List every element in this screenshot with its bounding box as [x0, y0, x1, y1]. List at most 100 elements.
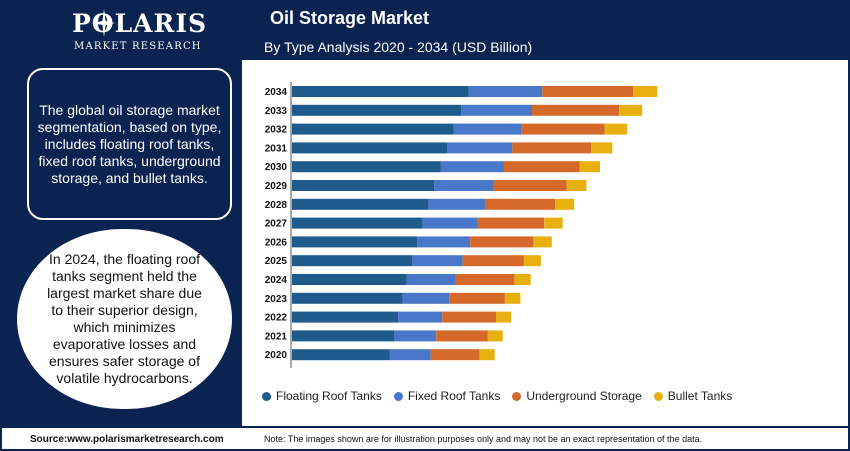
bar-segment	[461, 104, 532, 116]
disclaimer-note: Note: The images shown are for illustrat…	[264, 434, 703, 444]
bar-segment	[292, 274, 407, 285]
bar-segment	[485, 198, 556, 210]
bar-segment	[430, 349, 480, 361]
legend-label: Fixed Roof Tanks	[407, 389, 501, 403]
bar-segment	[566, 180, 587, 191]
legend-item: Fixed Roof Tanks	[393, 389, 501, 403]
bar-segment	[292, 180, 435, 191]
bar-segment	[436, 330, 488, 342]
bar-segment	[292, 292, 403, 304]
bar-segment	[292, 349, 390, 361]
bar-segment	[292, 86, 469, 97]
bar-segment	[292, 104, 462, 116]
bar-segment	[292, 255, 413, 267]
legend-swatch	[512, 391, 522, 401]
bar-segment	[512, 142, 592, 154]
legend-item: Floating Roof Tanks	[262, 389, 382, 403]
legend-label: Bullet Tanks	[667, 389, 733, 403]
segmentation-info-box: The global oil storage market segmentati…	[27, 68, 232, 220]
y-tick-label: 2034	[265, 87, 288, 98]
y-tick-label: 2020	[265, 350, 288, 361]
legend-label: Underground Storage	[526, 389, 642, 403]
bar-segment	[487, 330, 503, 342]
star-icon	[93, 9, 115, 37]
y-tick-label: 2028	[265, 200, 288, 211]
bar-segment	[402, 292, 449, 304]
y-tick-label: 2021	[265, 331, 288, 342]
bar-segment	[555, 198, 575, 210]
bar-segment	[494, 180, 567, 191]
bar-segment	[292, 330, 394, 342]
legend-item: Bullet Tanks	[653, 389, 733, 403]
bar-segment	[406, 274, 456, 285]
footer-bar: Source:www.polarismarketresearch.com Not…	[2, 426, 848, 449]
legend-swatch	[393, 391, 403, 401]
y-tick-label: 2027	[265, 219, 288, 230]
bar-segment	[442, 311, 496, 323]
bar-segment	[544, 217, 563, 229]
bar-segment	[389, 349, 431, 361]
bar-segment	[496, 311, 511, 323]
bar-segment	[479, 349, 495, 361]
chart-title: Oil Storage Market	[270, 8, 430, 28]
bar-segment	[532, 104, 619, 116]
bar-segment	[398, 311, 443, 323]
bar-segment	[292, 123, 454, 135]
bar-segment	[633, 86, 658, 97]
bar-segment	[468, 86, 543, 97]
highlight-info-bubble: In 2024, the floating roof tanks segment…	[17, 229, 232, 409]
bar-segment	[579, 161, 600, 173]
bar-segment	[591, 142, 613, 154]
polaris-logo: POLARIS MARKET RESEARCH	[60, 8, 206, 54]
bar-segment	[455, 274, 515, 285]
bar-segment	[292, 161, 441, 173]
bar-segment	[514, 274, 531, 285]
brand-tagline: MARKET RESEARCH	[74, 41, 202, 52]
bar-segment	[477, 217, 545, 229]
bar-segment	[292, 236, 418, 248]
y-tick-label: 2030	[265, 162, 288, 173]
highlight-text: In 2024, the floating roof tanks segment…	[47, 251, 202, 386]
y-tick-label: 2031	[265, 143, 288, 154]
header-bar: POLARIS MARKET RESEARCH Oil Storage Mark…	[2, 2, 848, 60]
y-tick-label: 2033	[265, 106, 288, 117]
y-tick-label: 2029	[265, 181, 288, 192]
bar-segment	[292, 198, 429, 210]
legend-swatch	[653, 391, 663, 401]
bar-segment	[422, 217, 478, 229]
bar-segment	[428, 198, 486, 210]
bar-segment	[619, 104, 643, 116]
stacked-bar-chart: 2034 2033 2032 2031 2030 2029 2028 2027 2026 2025…	[265, 82, 658, 368]
bar-segment	[292, 311, 399, 323]
y-tick-label: 2023	[265, 294, 288, 305]
bar-segment	[542, 86, 634, 97]
y-tick-label: 2032	[265, 125, 288, 136]
bar-segment	[503, 161, 580, 173]
y-tick-label: 2024	[265, 275, 288, 286]
bar-segment	[292, 142, 447, 154]
bar-segment	[604, 123, 628, 135]
bar-segment	[453, 123, 522, 135]
chart-legend: Floating Roof Tanks Fixed Roof Tanks Under…	[262, 389, 744, 403]
y-tick-label: 2025	[265, 256, 288, 267]
bar-segment	[417, 236, 471, 248]
bar-segment	[533, 236, 552, 248]
bar-segment	[434, 180, 494, 191]
source-text: Source:www.polarismarketresearch.com	[30, 434, 224, 445]
legend-swatch	[262, 391, 271, 401]
y-tick-label: 2026	[265, 237, 288, 248]
bar-segment	[449, 292, 505, 304]
brand-name: POLARIS	[72, 9, 208, 38]
bar-segment	[521, 123, 605, 135]
bar-segment	[470, 236, 534, 248]
bar-segment	[412, 255, 463, 267]
y-tick-label: 2022	[265, 313, 288, 324]
segmentation-text: The global oil storage market segmentati…	[37, 101, 222, 186]
bar-segment	[504, 292, 521, 304]
legend-item: Underground Storage	[512, 389, 642, 403]
chart-subtitle: By Type Analysis 2020 - 2034 (USD Billio…	[264, 39, 533, 55]
bar-segment	[447, 142, 513, 154]
bar-segment	[440, 161, 504, 173]
bar-segment	[292, 217, 423, 229]
